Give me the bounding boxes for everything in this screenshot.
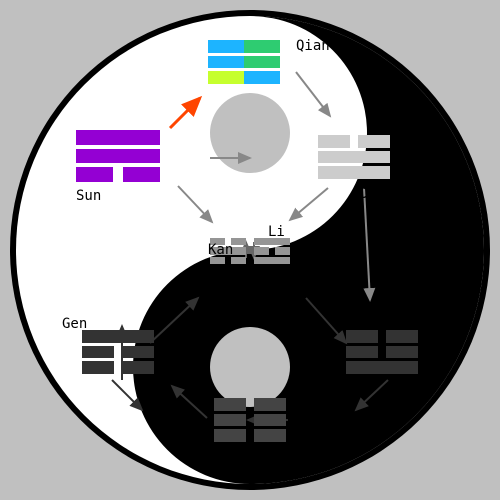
label-dui: Dui	[360, 186, 385, 202]
trigram-dui	[318, 135, 390, 179]
label-qian: Qian	[296, 38, 330, 54]
bagua-diagram: Qian Dui Li Zhen Sun Kan Gen Kun	[0, 0, 500, 500]
trigram-kun	[214, 398, 286, 442]
trigram-sun	[76, 130, 160, 182]
label-sun: Sun	[76, 188, 101, 204]
trigram-gen	[82, 330, 154, 374]
label-gen: Gen	[62, 316, 87, 332]
label-zhen: Zhen	[410, 316, 444, 332]
trigram-zhen	[346, 330, 418, 374]
trigram-qian	[208, 40, 280, 84]
label-kan: Kan	[208, 242, 233, 258]
trigram-li	[254, 238, 290, 264]
label-li: Li	[268, 224, 285, 240]
label-kun: Kun	[182, 448, 207, 464]
